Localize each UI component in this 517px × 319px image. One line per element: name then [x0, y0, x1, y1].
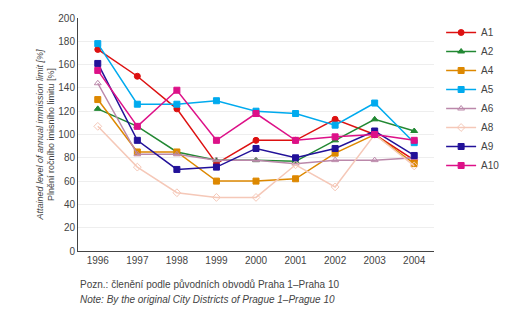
svg-text:2000: 2000 — [245, 255, 268, 266]
svg-text:Attained level of annual immis: Attained level of annual immission limit… — [35, 49, 57, 221]
svg-text:40: 40 — [64, 199, 76, 210]
svg-text:1996: 1996 — [87, 255, 110, 266]
svg-text:2001: 2001 — [284, 255, 307, 266]
svg-text:180: 180 — [58, 36, 75, 47]
svg-text:Note: By the original City Dis: Note: By the original City Districts of … — [80, 294, 335, 305]
svg-text:2002: 2002 — [324, 255, 347, 266]
svg-text:A2: A2 — [481, 46, 494, 57]
svg-text:A5: A5 — [481, 84, 494, 95]
svg-text:A6: A6 — [481, 103, 494, 114]
svg-text:A9: A9 — [481, 141, 494, 152]
svg-text:1999: 1999 — [205, 255, 228, 266]
svg-text:A4: A4 — [481, 65, 494, 76]
svg-text:1997: 1997 — [126, 255, 149, 266]
svg-text:60: 60 — [64, 176, 76, 187]
svg-text:A8: A8 — [481, 122, 494, 133]
svg-text:160: 160 — [58, 59, 75, 70]
svg-text:80: 80 — [64, 152, 76, 163]
svg-text:120: 120 — [58, 106, 75, 117]
svg-text:20: 20 — [64, 222, 76, 233]
svg-text:2003: 2003 — [364, 255, 387, 266]
svg-text:140: 140 — [58, 82, 75, 93]
svg-text:100: 100 — [58, 129, 75, 140]
svg-text:Pozn.: členění podle původních: Pozn.: členění podle původních obvodů Pr… — [80, 279, 340, 290]
svg-text:1998: 1998 — [166, 255, 189, 266]
svg-text:0: 0 — [69, 246, 75, 257]
svg-text:A10: A10 — [481, 160, 499, 171]
svg-text:2004: 2004 — [403, 255, 426, 266]
svg-text:A1: A1 — [481, 27, 494, 38]
svg-text:200: 200 — [58, 13, 75, 24]
